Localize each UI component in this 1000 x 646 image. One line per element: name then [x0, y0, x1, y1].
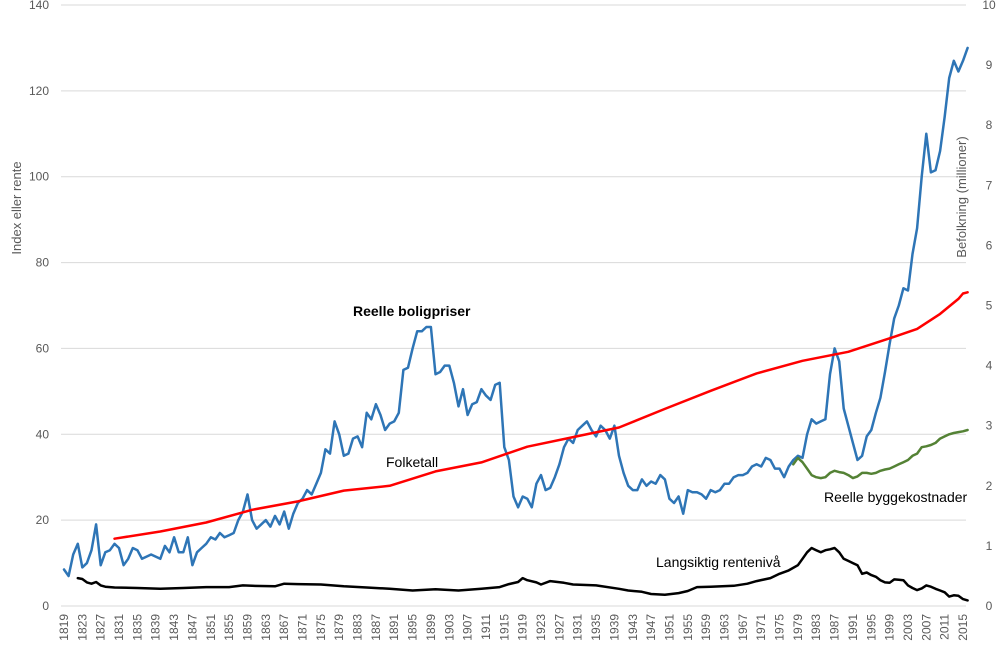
right-tick-label: 2 [986, 479, 993, 493]
right-tick-label: 6 [986, 238, 993, 252]
x-axis: 1819 1823 1827 1831 1835 1839 1843 1847 1851 1855… [57, 614, 970, 641]
annotation-byggekostnader: Reelle byggekostnader [824, 489, 968, 505]
x-tick-label: 1939 [607, 614, 621, 641]
right-tick-label: 5 [986, 299, 993, 313]
left-axis-title: Index eller rente [9, 161, 24, 254]
x-tick-label: 2015 [956, 614, 970, 641]
x-tick-label: 1875 [314, 614, 328, 641]
x-tick-label: 1991 [846, 614, 860, 641]
x-tick-label: 1951 [662, 614, 676, 641]
right-tick-label: 10 [982, 0, 996, 12]
series-line-reelle-byggekostnader [792, 428, 969, 480]
x-tick-label: 1959 [699, 614, 713, 641]
x-tick-label: 1975 [773, 614, 787, 641]
x-tick-label: 1819 [57, 614, 71, 641]
series-lines [62, 46, 969, 602]
x-tick-label: 1907 [461, 614, 475, 641]
x-tick-label: 2007 [919, 614, 933, 641]
x-tick-label: 1883 [351, 614, 365, 641]
left-tick-label: 40 [36, 427, 50, 441]
left-tick-label: 120 [29, 84, 49, 98]
x-tick-label: 1903 [442, 614, 456, 641]
x-tick-label: 1887 [369, 614, 383, 641]
x-tick-label: 1963 [717, 614, 731, 641]
left-axis: 0 20 40 60 80 100 120 140 [29, 0, 49, 613]
x-tick-label: 1823 [75, 614, 89, 641]
x-tick-label: 1931 [571, 614, 585, 641]
x-tick-label: 1935 [589, 614, 603, 641]
x-tick-label: 1827 [94, 614, 108, 641]
series-line-reelle-boligpriser [62, 46, 969, 578]
x-tick-label: 1839 [149, 614, 163, 641]
x-tick-label: 1831 [112, 614, 126, 641]
x-tick-label: 1911 [479, 614, 493, 640]
x-tick-label: 1999 [883, 614, 897, 641]
left-tick-label: 100 [29, 170, 49, 184]
left-tick-label: 0 [42, 599, 49, 613]
right-tick-label: 3 [986, 419, 993, 433]
x-tick-label: 1915 [497, 614, 511, 641]
x-tick-label: 1987 [828, 614, 842, 641]
x-tick-label: 1983 [809, 614, 823, 641]
series-line-folketall [113, 291, 969, 540]
right-axis-title: Befolkning (millioner) [954, 136, 969, 257]
x-tick-label: 2011 [938, 614, 952, 640]
x-tick-label: 2003 [901, 614, 915, 641]
x-tick-label: 1871 [296, 614, 310, 641]
right-tick-label: 9 [986, 58, 993, 72]
x-tick-label: 1835 [130, 614, 144, 641]
left-tick-label: 140 [29, 0, 49, 12]
left-tick-label: 60 [36, 341, 50, 355]
x-tick-label: 1967 [736, 614, 750, 641]
x-tick-label: 1923 [534, 614, 548, 641]
x-tick-label: 1971 [754, 614, 768, 641]
series-line-langsiktig-renteniv [76, 546, 969, 602]
x-tick-label: 1895 [406, 614, 420, 641]
x-tick-label: 1995 [864, 614, 878, 641]
x-tick-label: 1943 [626, 614, 640, 641]
right-tick-label: 7 [986, 178, 993, 192]
x-tick-label: 1927 [552, 614, 566, 641]
x-tick-label: 1955 [681, 614, 695, 641]
x-tick-label: 1867 [277, 614, 291, 641]
annotation-folketall: Folketall [386, 454, 438, 470]
annotation-boligpriser: Reelle boligpriser [353, 303, 471, 319]
left-tick-label: 20 [36, 513, 50, 527]
right-tick-label: 4 [986, 359, 993, 373]
x-tick-label: 1863 [259, 614, 273, 641]
x-tick-label: 1859 [240, 614, 254, 641]
right-tick-label: 8 [986, 118, 993, 132]
x-tick-label: 1899 [424, 614, 438, 641]
gridlines [61, 4, 966, 521]
x-tick-label: 1891 [387, 614, 401, 641]
x-tick-label: 1979 [791, 614, 805, 641]
right-axis: 0 1 2 3 4 5 6 7 8 9 10 [982, 0, 996, 613]
right-tick-label: 0 [986, 599, 993, 613]
x-tick-label: 1843 [167, 614, 181, 641]
x-tick-label: 1947 [644, 614, 658, 641]
annotation-rentenivaa: Langsiktig rentenivå [656, 554, 781, 570]
right-tick-label: 1 [986, 539, 993, 553]
left-tick-label: 80 [36, 256, 50, 270]
x-tick-label: 1851 [204, 614, 218, 641]
x-tick-label: 1847 [185, 614, 199, 641]
x-tick-label: 1879 [332, 614, 346, 641]
x-tick-label: 1919 [516, 614, 530, 641]
x-tick-label: 1855 [222, 614, 236, 641]
